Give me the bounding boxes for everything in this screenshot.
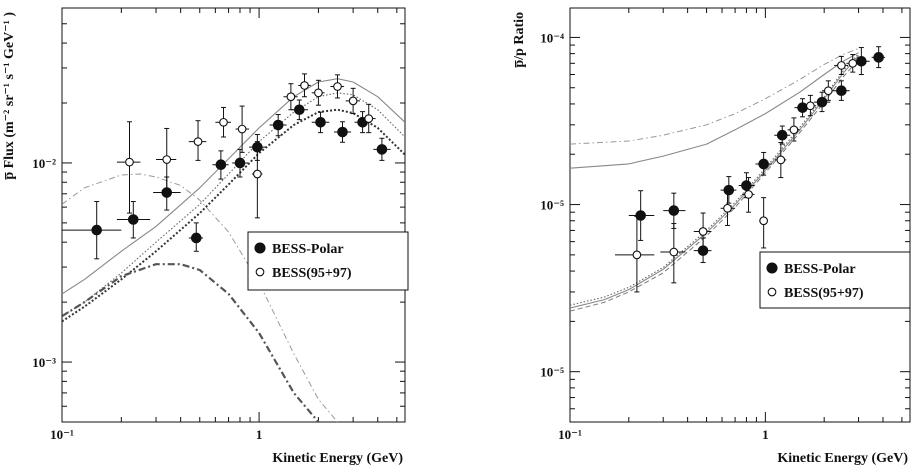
data-point-bess-polar — [741, 180, 752, 191]
x-tick-label: 10⁻¹ — [50, 427, 74, 442]
model-curve — [62, 78, 405, 295]
data-point-bess-polar — [873, 52, 884, 63]
y-tick-label: 10⁻⁵ — [540, 198, 564, 213]
data-point-bess-95-97 — [698, 227, 708, 236]
x-axis-title: Kinetic Energy (GeV) — [272, 451, 403, 466]
data-point-bess-95-97 — [162, 155, 172, 164]
model-curve — [570, 52, 859, 169]
ratio-panel: 10⁻¹ 1 10⁻⁵ 10⁻⁵ 10⁻⁴ Kinetic Energy (GeV) p̅/… — [512, 7, 911, 466]
data-point-bess-95-97 — [348, 96, 358, 106]
data-point-bess-polar — [215, 159, 227, 170]
data-point-bess-95-97 — [286, 92, 296, 102]
model-curve — [62, 108, 405, 323]
data-point-bess-polar — [635, 210, 646, 221]
model-curve — [570, 47, 859, 145]
data-point-bess-polar — [337, 126, 348, 138]
data-point-bess-95-97 — [837, 61, 846, 70]
data-point-bess-95-97 — [125, 157, 134, 167]
model-curve — [62, 173, 338, 422]
legend-entry: BESS(95+97) — [272, 266, 352, 281]
y-tick-label: 10⁻⁵ — [540, 365, 564, 380]
data-point-bess-polar — [376, 144, 388, 155]
data-point-bess-polar — [91, 224, 103, 236]
plot-frame — [569, 7, 911, 423]
legend-entry: BESS(95+97) — [784, 286, 864, 301]
data-point-bess-polar — [272, 119, 284, 131]
data-point-bess-polar — [190, 232, 202, 244]
data-point-bess-95-97 — [823, 86, 833, 96]
legend-box — [247, 231, 409, 291]
y-tick-label: 10⁻³ — [32, 355, 56, 370]
x-tick-label: 1 — [762, 427, 769, 442]
model-curve — [62, 263, 320, 422]
data-point-bess-95-97 — [759, 216, 768, 226]
data-point-bess-polar — [856, 55, 867, 67]
data-point-bess-polar — [797, 102, 808, 113]
data-point-bess-polar — [836, 85, 847, 97]
x-axis-title: Kinetic Energy (GeV) — [777, 451, 908, 466]
flux-panel: 10⁻¹ 1 10⁻³ 10⁻² Kinetic Energy (GeV) p̅ Flux… — [2, 7, 409, 466]
y-axis-title: p̅ Flux (m⁻² sr⁻¹ s⁻¹ GeV⁻¹ ) — [2, 12, 17, 180]
legend-marker-open — [255, 267, 265, 277]
y-tick-label: 10⁻² — [32, 156, 56, 171]
data-point-bess-95-97 — [193, 137, 203, 146]
data-point-bess-95-97 — [364, 114, 374, 123]
plot-frame — [61, 7, 406, 423]
data-point-bess-95-97 — [237, 124, 247, 134]
data-point-bess-polar — [668, 205, 680, 216]
data-point-bess-95-97 — [300, 81, 309, 90]
legend-marker-open — [767, 287, 777, 297]
data-point-bess-95-97 — [333, 82, 342, 91]
data-point-bess-polar — [127, 214, 139, 225]
data-point-bess-95-97 — [723, 203, 732, 213]
legend-box — [759, 251, 911, 309]
data-point-bess-95-97 — [848, 58, 858, 68]
x-tick-label: 1 — [256, 427, 263, 442]
data-point-bess-95-97 — [806, 101, 815, 111]
data-point-bess-polar — [758, 158, 769, 170]
data-point-bess-95-97 — [776, 155, 786, 165]
data-point-bess-95-97 — [632, 250, 642, 260]
data-point-bess-polar — [234, 157, 246, 169]
plot-area — [62, 73, 405, 422]
data-point-bess-polar — [816, 96, 828, 108]
plot-area — [570, 46, 886, 312]
y-tick-label: 10⁻⁴ — [540, 30, 564, 45]
data-point-bess-polar — [315, 116, 326, 128]
data-point-bess-polar — [294, 104, 305, 116]
legend-marker-filled — [254, 242, 266, 254]
legend-entry: BESS-Polar — [272, 242, 344, 257]
data-point-bess-95-97 — [253, 169, 262, 179]
legend-entry: BESS-Polar — [784, 262, 856, 277]
data-point-bess-95-97 — [219, 117, 228, 127]
x-tick-label: 10⁻¹ — [558, 427, 582, 442]
y-axis-title: p̅/p Ratio — [512, 12, 527, 68]
data-point-bess-95-97 — [789, 125, 799, 135]
data-point-bess-95-97 — [744, 190, 753, 199]
legend-marker-filled — [766, 262, 778, 274]
data-point-bess-95-97 — [669, 247, 679, 257]
data-point-bess-polar — [776, 129, 788, 141]
data-point-bess-95-97 — [314, 88, 323, 98]
data-point-bess-polar — [723, 184, 735, 196]
